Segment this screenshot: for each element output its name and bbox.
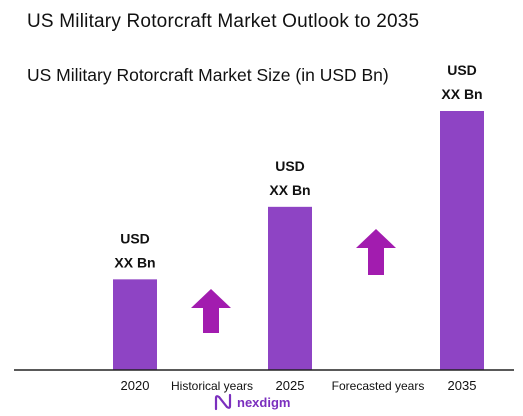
bar-value-label: USD xyxy=(120,230,150,246)
bar-2025 xyxy=(268,206,312,370)
bar-value-label: USD xyxy=(447,62,477,78)
bar-value-label: XX Bn xyxy=(269,182,310,198)
nexdigm-logo-icon xyxy=(214,393,232,411)
x-tick-label-2025: 2025 xyxy=(276,378,305,393)
growth-arrow-up-icon xyxy=(356,229,396,275)
bar-2020 xyxy=(113,279,157,370)
growth-arrow-up-icon xyxy=(191,289,231,333)
x-tick-label-2020: 2020 xyxy=(121,378,150,393)
period-label: Historical years xyxy=(171,379,253,393)
bar-value-label: XX Bn xyxy=(114,254,155,270)
logo-text: nexdigm xyxy=(237,394,291,410)
chart-subtitle: US Military Rotorcraft Market Size (in U… xyxy=(27,65,389,85)
chart-title: US Military Rotorcraft Market Outlook to… xyxy=(27,11,420,32)
bar-value-label: USD xyxy=(275,158,305,174)
x-tick-label-2035: 2035 xyxy=(448,378,477,393)
brand-logo: nexdigm xyxy=(213,390,290,414)
bar-value-label: XX Bn xyxy=(441,86,482,102)
period-label: Forecasted years xyxy=(332,379,425,393)
bar-2035 xyxy=(440,111,484,370)
